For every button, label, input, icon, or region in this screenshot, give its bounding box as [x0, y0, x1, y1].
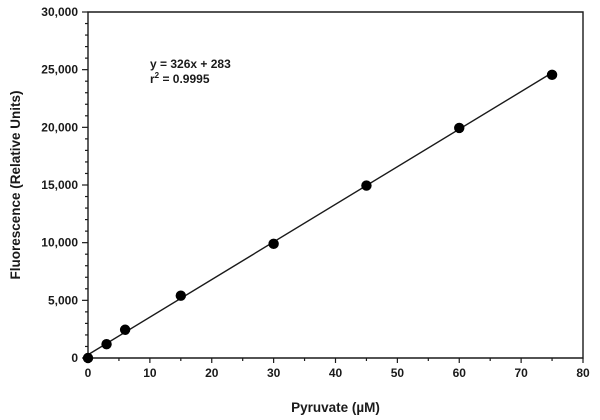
equation-annotation: y = 326x + 283	[150, 57, 231, 71]
x-tick-label: 30	[267, 366, 281, 380]
r-exponent: 2	[155, 71, 160, 80]
x-axis-ticks: 0 10 20 30 40 50 60 70 80	[85, 358, 590, 380]
r-squared-annotation: r2 = 0.9995	[150, 71, 210, 86]
x-tick-label: 60	[453, 366, 467, 380]
y-tick-label: 25,000	[41, 63, 78, 77]
plot-frame	[87, 11, 584, 359]
r-prefix: r	[150, 72, 155, 86]
x-axis-title: Pyruvate (µM)	[291, 400, 380, 415]
x-tick-label: 80	[576, 366, 590, 380]
x-tick-label: 20	[205, 366, 219, 380]
y-tick-label: 10,000	[41, 236, 78, 250]
y-tick-label: 30,000	[41, 5, 78, 19]
x-tick-label: 50	[391, 366, 405, 380]
x-tick-label: 70	[514, 366, 528, 380]
x-tick-label: 10	[143, 366, 157, 380]
data-point	[119, 324, 131, 335]
r-value: = 0.9995	[159, 72, 210, 86]
data-point	[454, 122, 465, 134]
data-point	[175, 290, 187, 301]
data-point	[101, 338, 112, 350]
y-tick-label: 15,000	[41, 178, 78, 192]
regression-line	[87, 72, 553, 356]
data-point	[268, 238, 279, 250]
y-axis-title: Fluorescence (Relative Units)	[8, 90, 23, 279]
data-point	[82, 352, 94, 364]
x-tick-label: 40	[329, 366, 343, 380]
y-tick-label: 20,000	[41, 120, 78, 134]
data-point	[361, 180, 372, 191]
y-tick-label: 0	[71, 351, 78, 365]
y-tick-label: 5,000	[48, 293, 78, 307]
data-point	[546, 69, 558, 81]
x-tick-label: 0	[85, 366, 92, 380]
data-points	[82, 69, 558, 364]
y-axis-ticks: 0 5,000 10,000 15,000 20,000 25,000 30,000	[41, 5, 88, 365]
